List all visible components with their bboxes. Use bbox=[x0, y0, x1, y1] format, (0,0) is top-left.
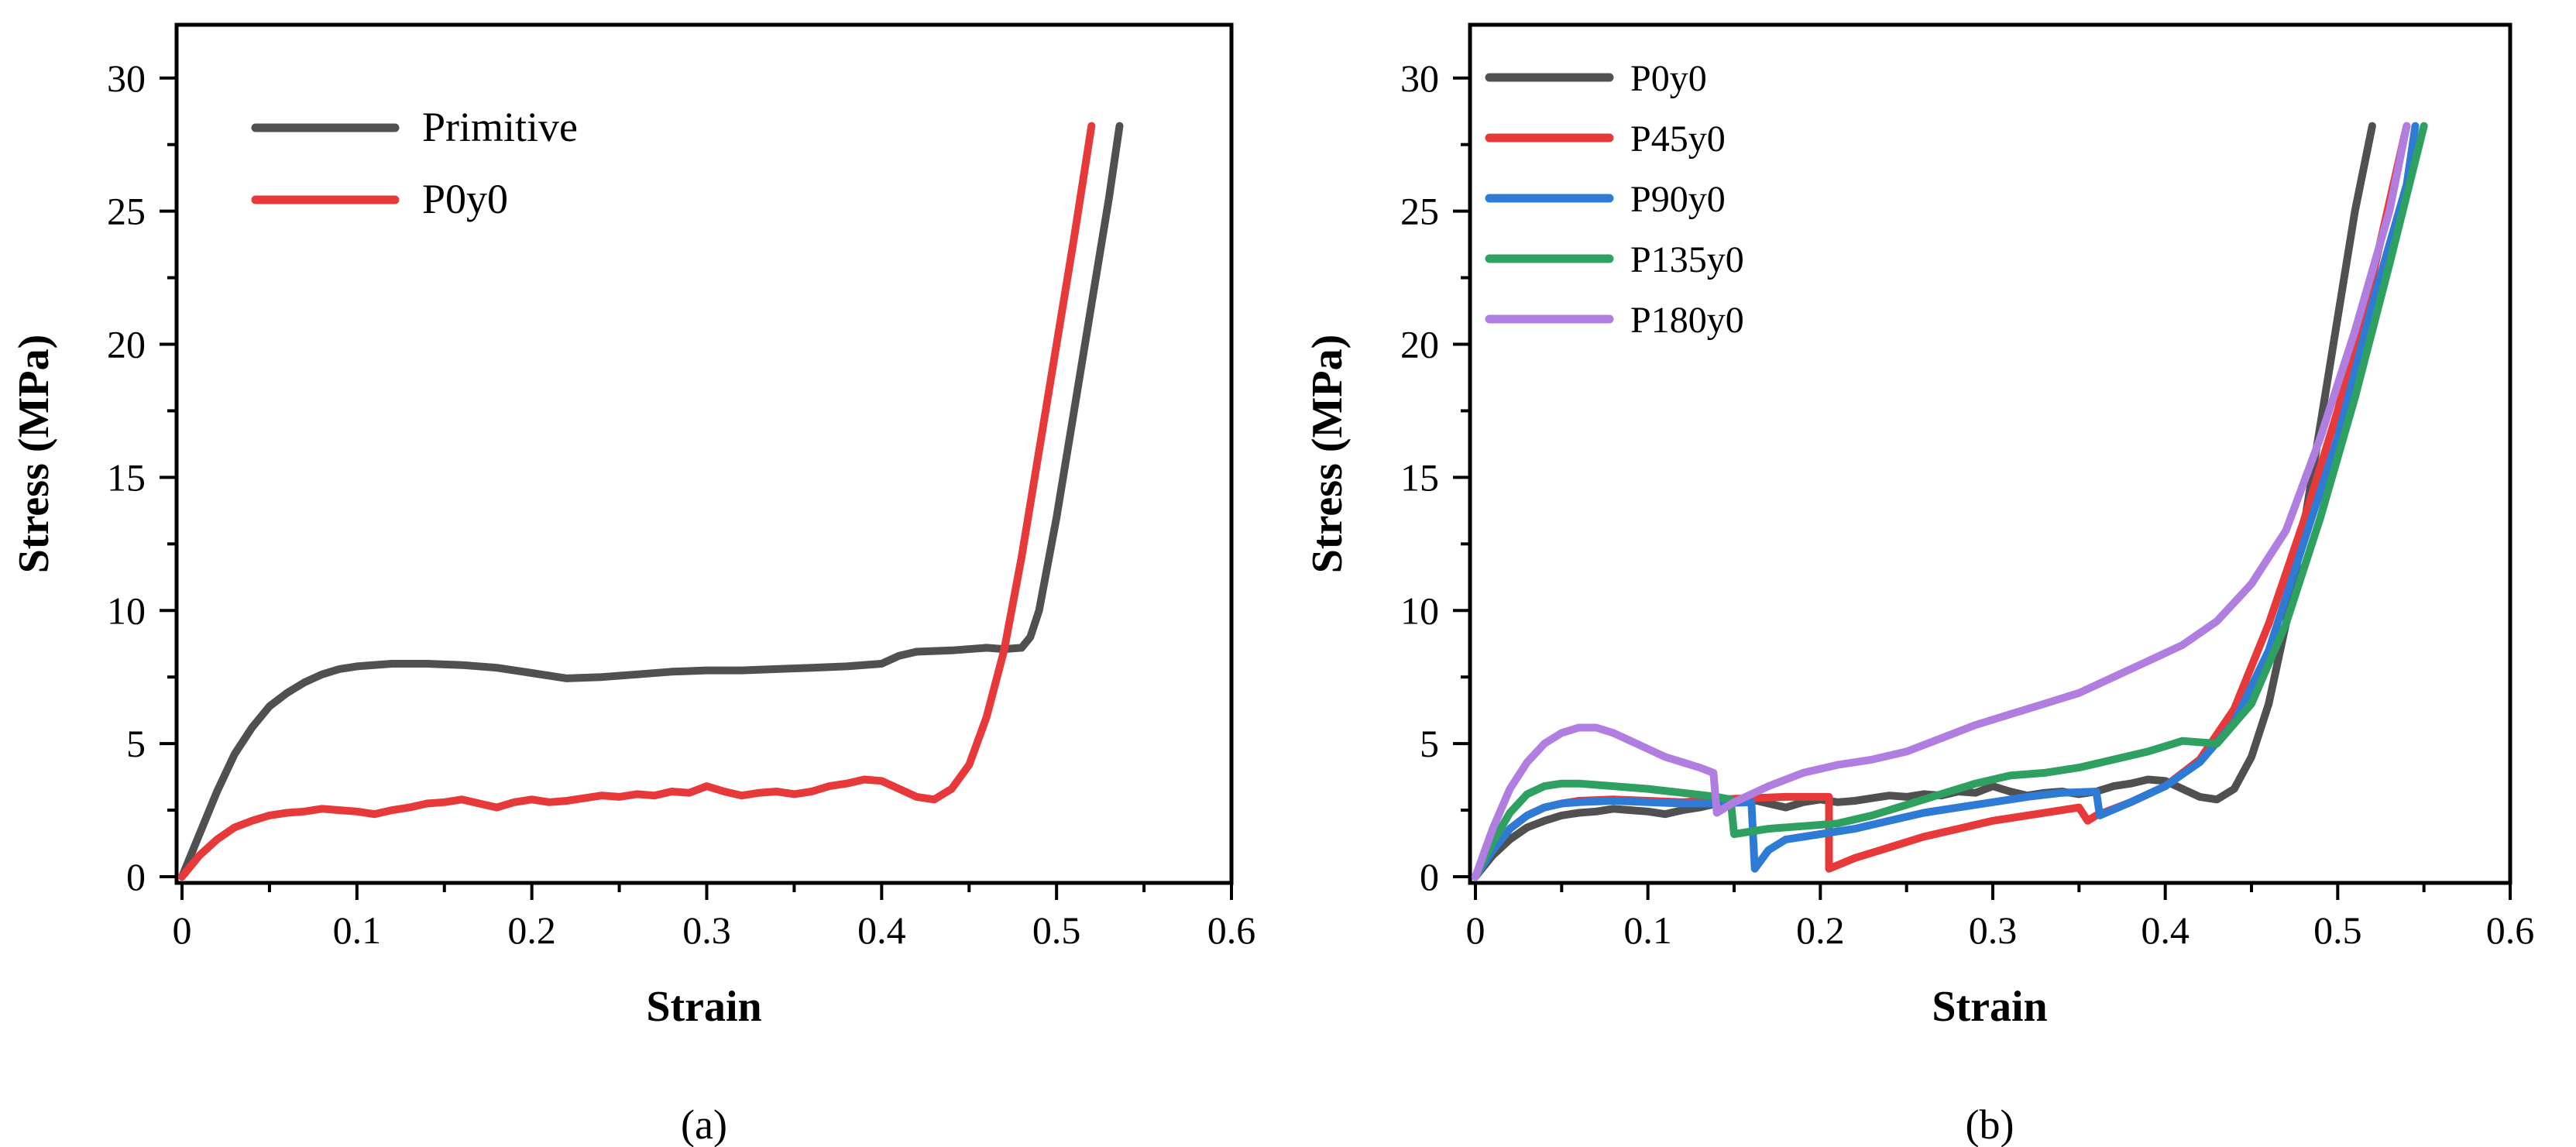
legend-label: P135y0 bbox=[1630, 239, 1744, 280]
plot-area-frame bbox=[174, 22, 1234, 885]
x-tick-label: 0.4 bbox=[857, 908, 906, 952]
x-tick-label: 0.2 bbox=[1796, 908, 1845, 952]
x-tick-label: 0.4 bbox=[2141, 908, 2190, 952]
x-tick-label: 0.5 bbox=[1032, 908, 1081, 952]
y-tick-label: 10 bbox=[107, 589, 146, 632]
x-tick-label: 0.5 bbox=[2313, 908, 2362, 952]
panel-caption: (a) bbox=[681, 1101, 727, 1147]
y-tick-label: 20 bbox=[107, 323, 146, 366]
chart-panel-a: 0 0.1 0.2 0.3 0.4 0.5 0.6 0 5 10 15 20 25 30 Primitiv… bbox=[10, 22, 1256, 1147]
y-tick-label: 0 bbox=[1420, 855, 1439, 898]
y-tick-label: 20 bbox=[1400, 323, 1439, 366]
x-tick-label: 0.6 bbox=[1207, 908, 1256, 952]
y-tick-label: 25 bbox=[1400, 190, 1439, 233]
x-axis-title: Strain bbox=[1932, 983, 2047, 1031]
series-line-p180y0 bbox=[1472, 122, 2411, 881]
x-tick-label: 0.3 bbox=[682, 908, 731, 952]
y-axis-title: Stress (MPa) bbox=[1303, 335, 1352, 573]
y-tick-label: 15 bbox=[107, 455, 146, 499]
x-tick-label: 0.3 bbox=[1969, 908, 2018, 952]
y-axis-title: Stress (MPa) bbox=[10, 335, 58, 573]
series-line-p90y0 bbox=[1472, 122, 2420, 881]
legend-label: P0y0 bbox=[422, 176, 508, 222]
y-tick-label: 30 bbox=[1400, 57, 1439, 100]
y-tick-label: 0 bbox=[126, 855, 146, 898]
legend-label: Primitive bbox=[422, 104, 578, 150]
series-line-primitive bbox=[178, 122, 1124, 881]
x-tick-label: 0.6 bbox=[2486, 908, 2535, 952]
y-tick-label: 25 bbox=[107, 190, 146, 233]
series-line-p135y0 bbox=[1472, 122, 2428, 881]
x-tick-label: 0.1 bbox=[333, 908, 382, 952]
y-tick-label: 5 bbox=[126, 722, 146, 765]
legend-label: P90y0 bbox=[1630, 179, 1726, 220]
y-tick-label: 15 bbox=[1400, 455, 1439, 499]
legend-label: P45y0 bbox=[1630, 118, 1726, 160]
legend-label: P180y0 bbox=[1630, 300, 1744, 341]
legend-label: P0y0 bbox=[1630, 58, 1707, 99]
panel-caption: (b) bbox=[1966, 1101, 2014, 1147]
x-axis-title: Strain bbox=[646, 983, 761, 1031]
x-tick-label: 0.1 bbox=[1623, 908, 1672, 952]
series-line-p0y0 bbox=[178, 122, 1096, 881]
x-tick-label: 0.2 bbox=[507, 908, 556, 952]
series-line-p0y0 bbox=[1472, 122, 2376, 881]
y-tick-label: 30 bbox=[107, 57, 146, 100]
plot-area-frame bbox=[1468, 22, 2512, 885]
y-tick-label: 5 bbox=[1420, 722, 1439, 765]
x-tick-label: 0 bbox=[173, 908, 192, 952]
x-tick-label: 0 bbox=[1466, 908, 1485, 952]
y-tick-label: 10 bbox=[1400, 589, 1439, 632]
chart-panel-b: 0 0.1 0.2 0.3 0.4 0.5 0.6 0 5 10 15 20 25 30 P0y0 P45y… bbox=[1303, 22, 2535, 1147]
series-line-p45y0 bbox=[1472, 122, 2411, 881]
